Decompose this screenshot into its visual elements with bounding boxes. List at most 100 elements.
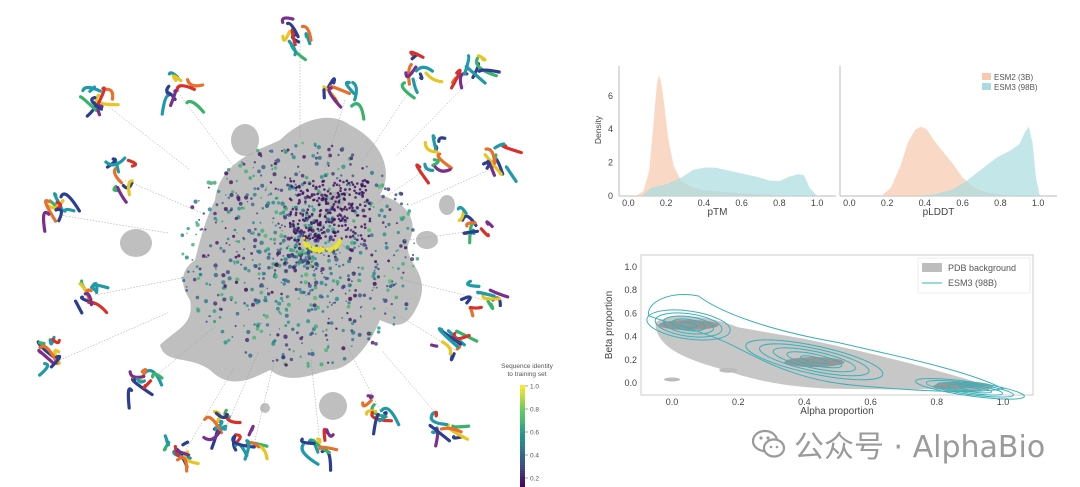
embedding-point (216, 293, 220, 297)
y-axis-label: Density (593, 115, 603, 144)
colorbar-gradient (520, 436, 525, 439)
embedding-point (297, 202, 300, 205)
protein-segment (466, 279, 481, 288)
embedding-point (289, 357, 294, 362)
embedding-point (322, 224, 325, 227)
protein-segment (219, 424, 228, 431)
embedding-point (299, 234, 302, 238)
embedding-point (252, 166, 255, 169)
embedding-point (263, 233, 268, 238)
colorbar-gradient (520, 448, 525, 451)
embedding-point (259, 283, 264, 288)
embedding-point (228, 244, 231, 246)
embedding-point (212, 309, 217, 313)
y-tick-label: 0.4 (624, 332, 637, 342)
protein-segment (91, 283, 110, 293)
embedding-point (376, 275, 380, 279)
embedding-point (232, 260, 236, 264)
embedding-point (305, 226, 308, 229)
embedding-point (374, 183, 379, 187)
embedding-point (346, 216, 349, 220)
embedding-point (284, 225, 286, 228)
embedding-point (371, 289, 374, 292)
embedding-point (303, 251, 306, 254)
embedding-point (323, 230, 326, 234)
embedding-point (307, 229, 311, 232)
embedding-point (227, 338, 231, 342)
embedding-point (344, 223, 347, 227)
embedding-point (319, 175, 324, 179)
colorbar-gradient (520, 460, 525, 463)
protein-segment (130, 377, 154, 397)
protein-segment (479, 227, 490, 238)
embedding-point (247, 269, 251, 273)
embedding-point (237, 240, 241, 244)
embedding-point (343, 245, 345, 248)
embedding-point (278, 249, 282, 252)
embedding-point (253, 323, 256, 326)
embedding-point (351, 153, 355, 157)
colorbar-tick-label: 0.4 (530, 453, 539, 460)
colorbar-gradient (520, 421, 525, 424)
embedding-point (324, 200, 328, 203)
embedding-point (274, 262, 279, 267)
embedding-point (244, 287, 248, 292)
protein-segment (78, 95, 98, 113)
embedding-point (222, 297, 227, 302)
embedding-point (195, 265, 199, 269)
embedding-point (335, 253, 337, 256)
protein-segment (452, 435, 463, 440)
embedding-point (271, 200, 276, 205)
embedding-point (324, 283, 328, 287)
embedding-point (186, 232, 188, 235)
protein-structure-thumbnail (482, 142, 523, 183)
embedding-point (327, 258, 331, 263)
embedding-point (411, 253, 415, 257)
embedding-point (253, 238, 258, 243)
embedding-point (391, 280, 394, 283)
embedding-point (243, 248, 246, 251)
embedding-point (274, 274, 278, 278)
embedding-point (294, 183, 297, 186)
embedding-point (358, 250, 363, 255)
embedding-point (298, 193, 302, 196)
embedding-point (302, 231, 306, 234)
embedding-point (270, 164, 273, 167)
pdb-density-mode (658, 320, 719, 330)
protein-structure-thumbnail (450, 54, 501, 90)
embedding-point (412, 264, 415, 268)
embedding-point (203, 299, 209, 304)
embedding-point (283, 206, 289, 211)
embedding-point (314, 156, 318, 160)
embedding-point (360, 184, 364, 188)
esm3-contour (772, 347, 856, 373)
embedding-point (225, 242, 228, 245)
embedding-point (339, 219, 342, 223)
embedding-point (226, 237, 230, 241)
protein-segment (173, 445, 180, 457)
embedding-point (316, 245, 318, 247)
embedding-point (349, 240, 355, 245)
y-tick-label: 0.0 (624, 378, 637, 388)
protein-segment (41, 210, 51, 233)
embedding-point (215, 241, 219, 245)
embedding-point (312, 246, 315, 249)
embedding-point (337, 243, 341, 247)
x-axis-label: pTM (708, 207, 728, 218)
embedding-point (349, 156, 354, 160)
colorbar-tick-label: 1.0 (530, 384, 539, 391)
colorbar-gradient (520, 399, 525, 402)
embedding-point (201, 254, 206, 258)
embedding-point (316, 145, 321, 150)
embedding-point (299, 253, 301, 255)
embedding-point (280, 224, 283, 227)
embedding-point (259, 221, 262, 224)
protein-segment (243, 439, 251, 461)
embedding-point (343, 205, 347, 209)
embedding-point (352, 319, 357, 323)
embedding-point (410, 257, 415, 262)
protein-segment (463, 54, 471, 76)
embedding-point (237, 198, 241, 202)
protein-segment (404, 65, 418, 79)
embedding-point (343, 215, 347, 218)
